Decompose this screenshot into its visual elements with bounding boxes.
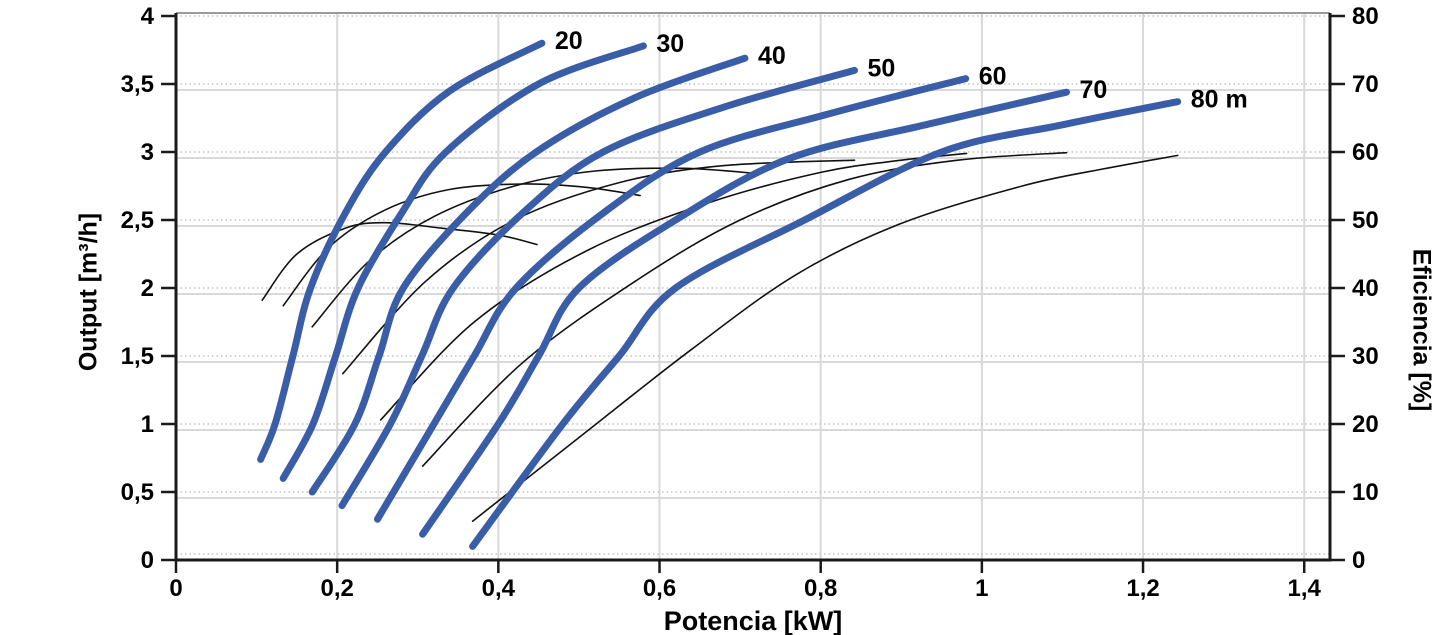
y-right-tick-2: 20 — [1352, 411, 1379, 438]
horizontal-gridlines — [176, 15, 1330, 555]
y-right-tick-7: 70 — [1352, 71, 1379, 98]
pump-curve-30m — [279, 42, 647, 482]
curve-label-70: 70 — [1079, 76, 1107, 104]
curve-label-60: 60 — [979, 63, 1007, 91]
pump-curve-40m — [308, 54, 749, 496]
curve-label-20: 20 — [555, 27, 583, 55]
y-left-tick-7: 3,5 — [121, 71, 154, 98]
pump-curves — [257, 39, 1182, 550]
x-tick-3: 0,6 — [643, 575, 676, 602]
curve-label-30: 30 — [656, 30, 684, 58]
y-right-tick-5: 50 — [1352, 207, 1379, 234]
curve-label-40: 40 — [758, 42, 786, 70]
curve-label-80: 80 m — [1191, 86, 1248, 114]
x-tick-0: 0 — [169, 575, 182, 602]
pump-curve-50m — [338, 66, 858, 510]
y-right-tick-1: 10 — [1352, 479, 1379, 506]
y-left-tick-4: 2 — [141, 275, 154, 302]
efficiency-curve-50m — [342, 159, 856, 375]
x-axis-title: Potencia [kW] — [663, 606, 843, 635]
y-right-tick-6: 60 — [1352, 139, 1379, 166]
x-tick-2: 0,4 — [482, 575, 516, 602]
pump-curve-70m — [419, 88, 1070, 538]
y-right-tick-0: 0 — [1352, 547, 1365, 574]
y-left-tick-8: 4 — [141, 3, 155, 30]
y-left-tick-6: 3 — [141, 139, 154, 166]
y-axis-left-title: Output [m³/h] — [74, 212, 103, 372]
x-tick-5: 1 — [975, 575, 988, 602]
curve-label-50: 50 — [868, 54, 896, 82]
pump-curve-60m — [374, 75, 970, 523]
x-tick-7: 1,4 — [1288, 575, 1322, 602]
tick-marks — [161, 14, 1345, 573]
pump-curve-20m — [257, 39, 546, 463]
y-right-tick-4: 40 — [1352, 275, 1379, 302]
efficiency-curve-70m — [421, 151, 1068, 467]
x-tick-6: 1,2 — [1126, 575, 1159, 602]
y-left-tick-0: 0 — [141, 547, 154, 574]
x-tick-4: 0,8 — [804, 575, 837, 602]
y-left-tick-1: 0,5 — [121, 479, 154, 506]
y-left-tick-3: 1,5 — [121, 343, 154, 370]
pump-curve-80m — [469, 98, 1182, 550]
y-axis-right-title: Eficiencia [%] — [1407, 248, 1436, 412]
x-tick-1: 0,2 — [320, 575, 353, 602]
y-right-tick-3: 30 — [1352, 343, 1379, 370]
efficiency-curves — [261, 151, 1179, 522]
y-left-tick-5: 2,5 — [121, 207, 154, 234]
efficiency-curve-80m — [471, 154, 1179, 522]
curve-labels: 20 30 40 50 60 70 80 m — [555, 27, 1248, 113]
y-left-tick-2: 1 — [141, 411, 154, 438]
vertical-gridlines — [336, 13, 1306, 560]
y-right-tick-8: 80 — [1352, 3, 1379, 30]
